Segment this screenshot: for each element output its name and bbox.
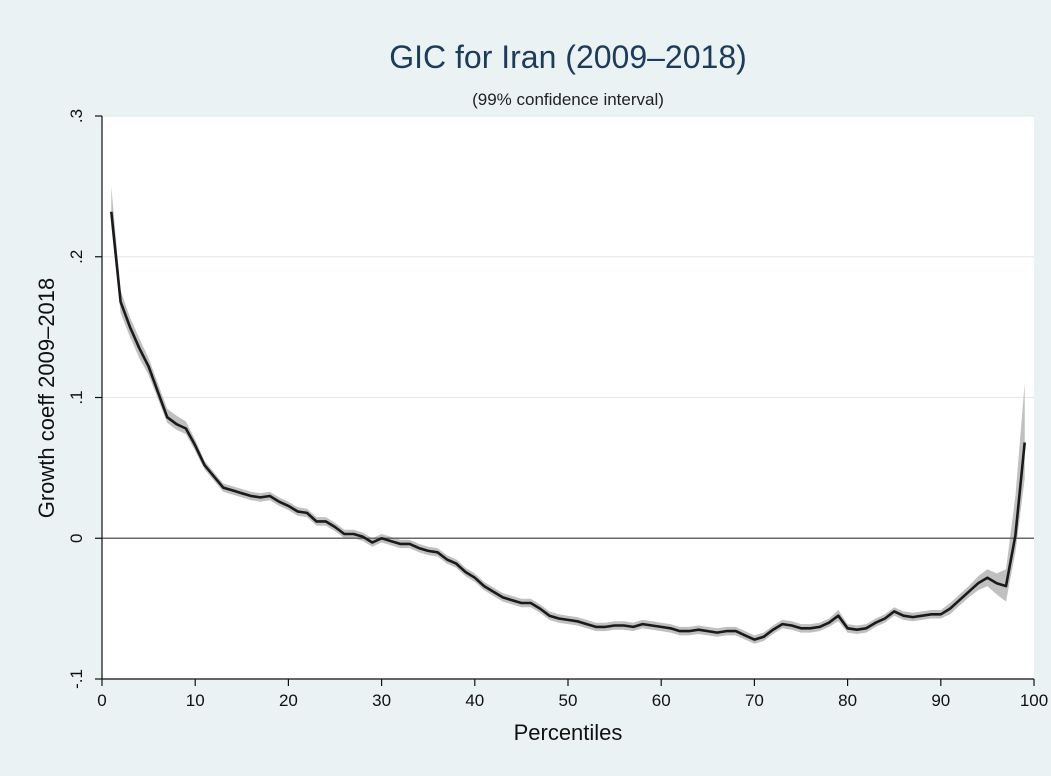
x-tick-label-9: 90 <box>931 691 950 710</box>
x-tick-label-5: 50 <box>559 691 578 710</box>
x-tick-label-4: 40 <box>465 691 484 710</box>
series-line-layer <box>110 211 1026 641</box>
chart-subtitle: (99% confidence interval) <box>472 90 664 109</box>
x-tick-label-7: 70 <box>745 691 764 710</box>
x-tick-label-6: 60 <box>652 691 671 710</box>
x-tick-label-2: 20 <box>279 691 298 710</box>
y-axis-label: Growth coeff 2009–2018 <box>34 278 59 519</box>
x-tick-label-0: 0 <box>97 691 106 710</box>
x-tick-label-3: 30 <box>372 691 391 710</box>
y-tick-label-3: .2 <box>67 250 86 264</box>
y-tick-label-1: 0 <box>67 534 86 543</box>
x-axis-label: Percentiles <box>514 720 623 745</box>
x-tick-label-8: 80 <box>838 691 857 710</box>
x-tick-label-10: 100 <box>1020 691 1048 710</box>
chart-title: GIC for Iran (2009–2018) <box>389 39 747 75</box>
y-tick-label-0: -.1 <box>67 669 86 689</box>
y-tick-label-2: .1 <box>67 390 86 404</box>
x-tick-label-1: 10 <box>186 691 205 710</box>
axes: 0 10 20 30 40 50 60 70 80 90 100 -.1 0 .1 .2 .3 <box>67 109 1048 710</box>
y-tick-label-4: .3 <box>67 109 86 123</box>
growth-curve-line <box>110 211 1026 641</box>
